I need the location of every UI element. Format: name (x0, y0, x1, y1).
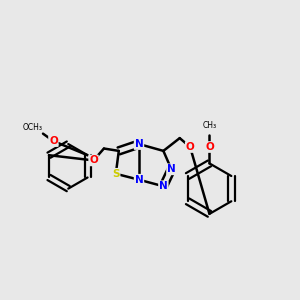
Text: O: O (205, 142, 214, 152)
Text: O: O (186, 142, 194, 152)
Text: N: N (159, 181, 168, 191)
Text: N: N (135, 139, 143, 149)
Text: O: O (89, 155, 98, 165)
Text: N: N (135, 175, 143, 185)
Text: N: N (167, 164, 176, 174)
Text: CH₃: CH₃ (202, 121, 217, 130)
Text: O: O (49, 136, 58, 146)
Text: S: S (112, 169, 120, 179)
Text: OCH₃: OCH₃ (22, 123, 42, 132)
